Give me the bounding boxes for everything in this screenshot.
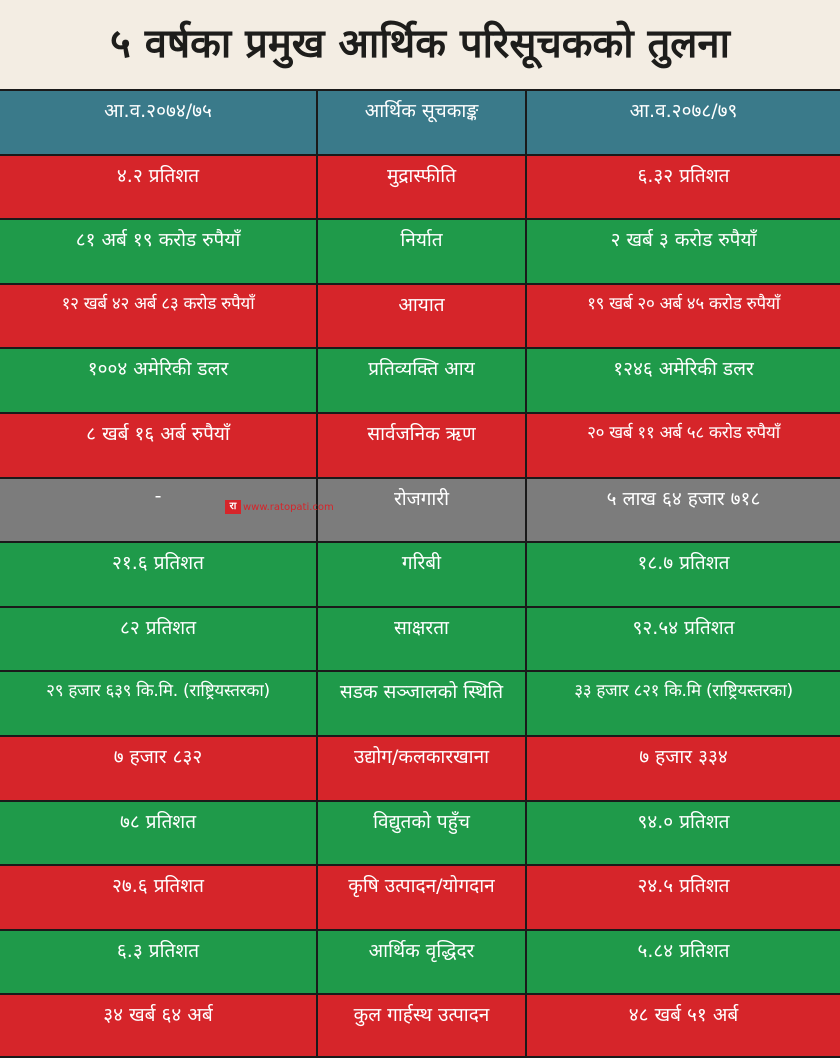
cell-fy-2078-79: ६.३२ प्रतिशत xyxy=(637,164,730,187)
cell-indicator: सडक सञ्जालको स्थिति xyxy=(318,672,527,735)
watermark-url: www.ratopati.com xyxy=(243,501,334,513)
cell-fy-2078-79: १८.७ प्रतिशत xyxy=(637,552,730,575)
table-row-electricity-access: ७८ प्रतिशत विद्युतको पहुँच ९४.० प्रतिशत xyxy=(0,799,840,865)
cell-fy-2078-79: २ खर्ब ३ करोड रुपैयाँ xyxy=(610,229,757,252)
table-row-poverty: २१.६ प्रतिशत गरिबी १८.७ प्रतिशत xyxy=(0,541,840,606)
cell-fy-2078-79: ४८ खर्ब ५१ अर्ब xyxy=(628,1004,739,1027)
ratopati-logo-icon: रा xyxy=(225,500,241,514)
cell-indicator: आयात xyxy=(318,284,527,348)
table-row-road-network: २९ हजार ६३९ कि.मि. (राष्ट्रियस्तरका) सडक… xyxy=(0,670,840,735)
cell-fy-2074-75: २१.६ प्रतिशत xyxy=(0,543,318,606)
cell-indicator: सार्वजनिक ऋण xyxy=(318,414,527,477)
table-row-industries: ७ हजार ८३२ उद्योग/कलकारखाना ७ हजार ३३४ xyxy=(0,735,840,800)
cell-fy-2078-79: ७ हजार ३३४ xyxy=(639,746,728,768)
table-row-agriculture: २७.६ प्रतिशत कृषि उत्पादन/योगदान २४.५ प्… xyxy=(0,864,840,929)
cell-indicator: कृषि उत्पादन/योगदान xyxy=(318,866,527,929)
cell-fy-2074-75: ७ हजार ८३२ xyxy=(0,737,318,800)
table-row-per-capita-income: १००४ अमेरिकी डलर प्रतिव्यक्ति आय १२४६ अम… xyxy=(0,347,840,412)
cell-fy-2074-75: ८१ अर्ब १९ करोड रुपैयाँ xyxy=(0,220,318,283)
header-col-fy-2078-79: आ.व.२०७८/७९ xyxy=(629,100,738,122)
cell-indicator: आर्थिक वृद्धिदर xyxy=(318,930,527,994)
table-row-literacy: ८२ प्रतिशत साक्षरता ९२.५४ प्रतिशत xyxy=(0,605,840,671)
header-col-indicator: आर्थिक सूचकाङ्क xyxy=(318,91,527,154)
cell-fy-2078-79: २४.५ प्रतिशत xyxy=(637,875,730,898)
cell-indicator: प्रतिव्यक्ति आय xyxy=(318,349,527,412)
page-title: ५ वर्षका प्रमुख आर्थिक परिसूचकको तुलना xyxy=(110,21,730,67)
cell-fy-2078-79: ५ लाख ६४ हजार ७१८ xyxy=(606,487,761,510)
ratopati-watermark: रा www.ratopati.com xyxy=(225,500,334,514)
cell-fy-2078-79: ९४.० प्रतिशत xyxy=(637,810,730,833)
cell-indicator: मुद्रास्फीति xyxy=(318,155,527,219)
cell-indicator: रोजगारी xyxy=(318,478,527,542)
table-row-public-debt: ८ खर्ब १६ अर्ब रुपैयाँ सार्वजनिक ऋण २० ख… xyxy=(0,412,840,477)
table-row-employment: - रोजगारी ५ लाख ६४ हजार ७१८ xyxy=(0,476,840,542)
cell-indicator: विद्युतको पहुँच xyxy=(318,801,527,865)
table-header-row: आ.व.२०७४/७५ आर्थिक सूचकाङ्क आ.व.२०७८/७९ xyxy=(0,89,840,154)
cell-fy-2074-75: ३४ खर्ब ६४ अर्ब xyxy=(0,995,318,1056)
table-row-growth-rate: ६.३ प्रतिशत आर्थिक वृद्धिदर ५.८४ प्रतिशत xyxy=(0,928,840,994)
cell-fy-2078-79: ५.८४ प्रतिशत xyxy=(637,939,730,962)
cell-fy-2074-75: ८२ प्रतिशत xyxy=(0,607,318,671)
header-col-fy-2074-75: आ.व.२०७४/७५ xyxy=(0,91,318,154)
cell-fy-2078-79: ९२.५४ प्रतिशत xyxy=(632,616,735,639)
table-row-inflation: ४.२ प्रतिशत मुद्रास्फीति ६.३२ प्रतिशत xyxy=(0,153,840,219)
cell-fy-2074-75: ६.३ प्रतिशत xyxy=(0,930,318,994)
cell-fy-2074-75: - xyxy=(0,478,318,542)
cell-fy-2074-75: ७८ प्रतिशत xyxy=(0,801,318,865)
cell-indicator: कुल गार्हस्थ उत्पादन xyxy=(318,995,527,1056)
table-row-exports: ८१ अर्ब १९ करोड रुपैयाँ निर्यात २ खर्ब ३… xyxy=(0,218,840,283)
cell-fy-2078-79: २० खर्ब ११ अर्ब ५८ करोड रुपैयाँ xyxy=(587,423,780,443)
cell-fy-2078-79: ३३ हजार ८२१ कि.मि (राष्ट्रियस्तरका) xyxy=(574,681,793,702)
cell-fy-2074-75: २९ हजार ६३९ कि.मि. (राष्ट्रियस्तरका) xyxy=(0,672,318,735)
cell-fy-2074-75: २७.६ प्रतिशत xyxy=(0,866,318,929)
cell-indicator: गरिबी xyxy=(318,543,527,606)
indicator-table: आ.व.२०७४/७५ आर्थिक सूचकाङ्क आ.व.२०७८/७९ … xyxy=(0,89,840,1058)
cell-indicator: साक्षरता xyxy=(318,607,527,671)
table-row-imports: १२ खर्ब ४२ अर्ब ८३ करोड रुपैयाँ आयात १९ … xyxy=(0,282,840,348)
cell-indicator: उद्योग/कलकारखाना xyxy=(318,737,527,800)
table-row-gdp: ३४ खर्ब ६४ अर्ब कुल गार्हस्थ उत्पादन ४८ … xyxy=(0,993,840,1058)
cell-fy-2078-79: १२४६ अमेरिकी डलर xyxy=(613,358,754,381)
cell-fy-2078-79: १९ खर्ब २० अर्ब ४५ करोड रुपैयाँ xyxy=(587,293,780,314)
cell-indicator: निर्यात xyxy=(318,220,527,283)
cell-fy-2074-75: १२ खर्ब ४२ अर्ब ८३ करोड रुपैयाँ xyxy=(0,284,318,348)
cell-fy-2074-75: ४.२ प्रतिशत xyxy=(0,155,318,219)
cell-fy-2074-75: ८ खर्ब १६ अर्ब रुपैयाँ xyxy=(0,414,318,477)
cell-fy-2074-75: १००४ अमेरिकी डलर xyxy=(0,349,318,412)
